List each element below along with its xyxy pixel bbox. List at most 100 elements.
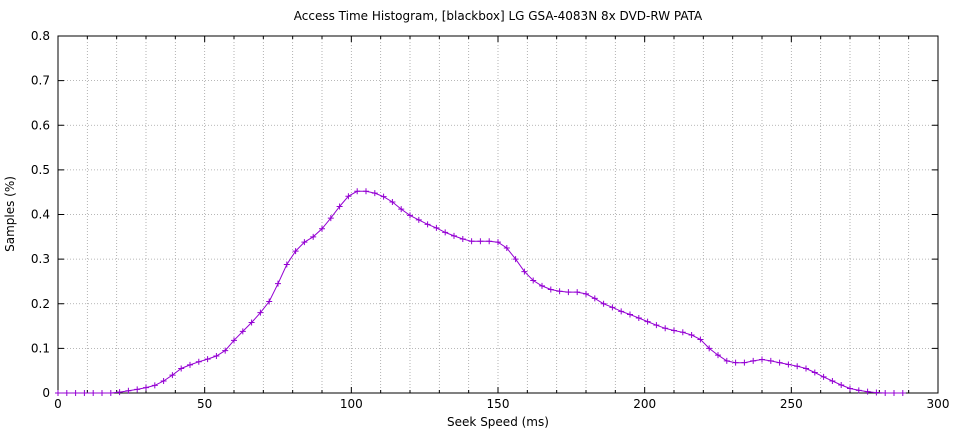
data-point-marker [864,388,871,395]
y-tick-label: 0.6 [31,118,50,132]
x-tick-label: 150 [487,397,510,411]
data-point-marker [609,304,616,311]
data-point-marker [697,336,704,343]
data-point-marker [495,239,501,246]
data-point-marker [715,352,721,359]
data-point-marker [63,390,70,396]
data-point-marker [547,286,554,293]
grid-lines [58,36,938,393]
data-point-marker [266,298,273,305]
data-point-marker [213,352,220,359]
data-point-marker [512,256,519,263]
data-point-marker [891,390,897,396]
data-point-marker [433,224,440,231]
x-tick-label: 200 [633,397,656,411]
data-point-marker [486,238,493,245]
data-point-marker [847,385,853,392]
data-point-marker [811,369,818,376]
data-point-marker [398,206,405,213]
data-point-marker [160,377,167,384]
data-point-marker [90,390,97,396]
data-point-marker [319,225,325,232]
data-point-marker [662,325,669,332]
data-point-marker [107,390,114,396]
data-point-marker [618,308,625,315]
data-point-marker [794,363,801,370]
y-tick-label: 0.7 [31,74,50,88]
data-point-marker [591,295,598,302]
data-point-marker [178,365,185,372]
data-series [55,188,906,396]
data-point-marker [424,221,431,228]
data-point-marker [855,387,862,394]
x-tick-label: 250 [780,397,803,411]
data-point-marker [600,300,607,307]
data-point-marker [125,387,132,394]
data-point-marker [363,188,369,195]
data-point-marker [679,329,686,336]
data-point-marker [776,359,783,366]
data-point-marker [820,373,827,380]
data-point-marker [750,357,757,364]
data-point-marker [627,311,633,318]
data-point-marker [574,289,581,296]
data-point-marker [644,318,651,325]
data-point-marker [442,229,449,236]
data-point-marker [248,319,255,326]
data-point-marker [275,280,281,287]
y-axis-title: Samples (%) [3,176,17,252]
data-point-marker [257,309,264,316]
data-point-marker [503,244,510,251]
data-point-marker [415,216,422,223]
y-axis: 0 0.1 0.2 0.3 0.4 0.5 0.6 0.7 0.8 [31,29,938,400]
data-point-marker [407,212,413,219]
data-point-marker [556,288,563,295]
data-point-marker [187,361,193,368]
x-tick-label: 0 [54,397,62,411]
data-point-marker [327,215,334,222]
data-point-marker [292,248,299,255]
data-point-marker [723,357,730,364]
data-point-marker [451,232,457,239]
data-point-marker [204,356,211,363]
data-point-marker [539,282,545,289]
data-point-marker [521,268,528,275]
data-point-marker [688,331,695,338]
data-point-marker [635,315,642,322]
data-point-marker [741,359,748,366]
data-point-marker [530,277,537,284]
data-point-marker [671,327,677,334]
data-point-marker [222,347,229,354]
series-line [58,190,903,394]
data-point-marker [371,190,378,197]
data-point-marker [389,199,396,206]
data-point-marker [354,188,361,195]
data-point-marker [283,261,290,268]
x-axis-title: Seek Speed (ms) [447,415,549,429]
data-point-marker [803,365,809,372]
y-tick-label: 0 [42,386,50,400]
data-point-marker [239,328,246,335]
x-tick-label: 300 [927,397,950,411]
data-point-marker [732,359,739,366]
data-point-marker [81,390,88,396]
data-point-marker [72,390,79,396]
y-tick-label: 0.4 [31,208,50,222]
y-tick-label: 0.3 [31,252,50,266]
data-point-marker [345,193,352,200]
data-point-marker [653,322,660,329]
data-point-marker [838,381,845,388]
data-point-marker [151,382,158,389]
data-point-marker [99,390,105,396]
y-tick-label: 0.1 [31,341,50,355]
y-tick-label: 0.2 [31,297,50,311]
data-point-marker [301,239,308,246]
data-point-marker [336,203,343,210]
data-point-marker [310,233,317,240]
data-point-marker [468,238,475,245]
data-point-marker [116,389,123,396]
data-point-marker [169,372,176,379]
data-point-marker [785,361,792,368]
data-point-marker [873,389,880,396]
